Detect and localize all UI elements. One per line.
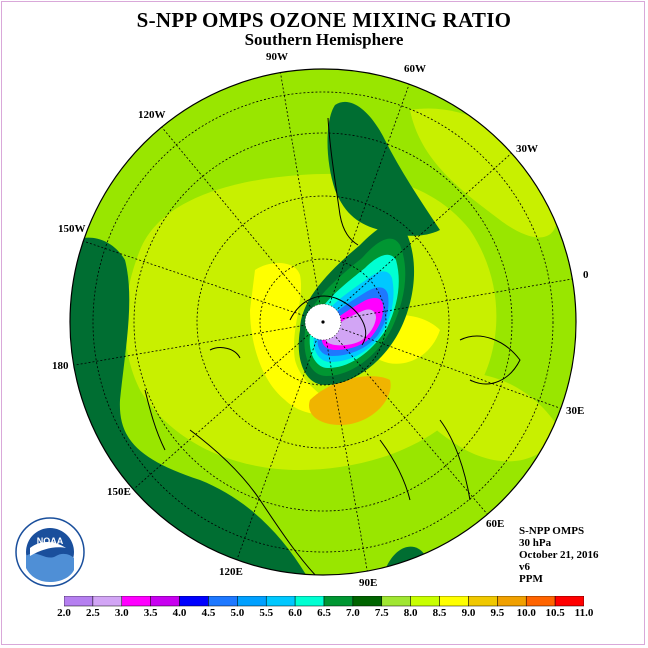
lon-0-label: 0 xyxy=(583,269,589,281)
colorbar-tick-label: 11.0 xyxy=(574,607,594,619)
lon-120e-label: 120E xyxy=(219,566,243,578)
noaa-logo xyxy=(15,517,85,587)
lon-60e-label: 60E xyxy=(486,518,505,530)
colorbar-tick-label: 4.5 xyxy=(201,607,216,619)
colorbar-swatch xyxy=(92,596,123,607)
graticule xyxy=(74,69,576,575)
map-title: S-NPP OMPS OZONE MIXING RATIO xyxy=(136,8,512,32)
colorbar-tick-label: 5.5 xyxy=(259,607,274,619)
map-subtitle: Southern Hemisphere xyxy=(244,30,404,49)
ozone-field xyxy=(70,69,576,575)
colorbar xyxy=(64,596,584,607)
lon-30w-label: 30W xyxy=(516,143,538,155)
colorbar-swatch xyxy=(525,596,556,607)
colorbar-tick-label: 7.0 xyxy=(346,607,360,619)
colorbar-swatch xyxy=(237,596,267,607)
info-instrument: S-NPP OMPS xyxy=(519,525,585,537)
colorbar-tick-label: 9.0 xyxy=(461,607,476,619)
field-north-ridge xyxy=(327,101,440,236)
colorbar-tick-label: 5.0 xyxy=(230,607,245,619)
lon-150w-label: 150W xyxy=(58,223,86,235)
lon-30e-label: 30E xyxy=(566,405,585,417)
colorbar-tick-label: 6.0 xyxy=(288,607,302,619)
field-patch-ne xyxy=(410,108,558,238)
coastlines xyxy=(144,117,521,575)
colorbar-tick-label: 2.5 xyxy=(86,607,100,619)
colorbar-tick-label: 4.0 xyxy=(172,607,187,619)
colorbar-swatch xyxy=(554,596,584,607)
field-orange-blob xyxy=(309,376,391,425)
info-block: S-NPP OMPS 30 hPa October 21, 2016 v6 PP… xyxy=(519,525,599,585)
colorbar-swatch xyxy=(352,596,383,607)
colorbar-swatch xyxy=(381,596,411,607)
colorbar-swatch xyxy=(410,596,440,607)
lon-150e-label: 150E xyxy=(107,486,131,498)
colorbar-tick-label: 9.5 xyxy=(490,607,505,619)
info-units: PPM xyxy=(519,573,543,585)
lon-180-label: 180 xyxy=(52,360,69,372)
field-hole-core xyxy=(325,309,376,346)
colorbar-swatch xyxy=(121,596,151,607)
colorbar-swatch xyxy=(294,596,325,607)
info-date: October 21, 2016 xyxy=(519,549,599,561)
colorbar-swatch xyxy=(179,596,209,607)
info-level: 30 hPa xyxy=(519,537,552,549)
colorbar-swatch xyxy=(208,596,238,607)
colorbar-swatch xyxy=(439,596,469,607)
colorbar-swatch xyxy=(64,596,94,607)
colorbar-tick-label: 10.0 xyxy=(516,607,536,619)
noaa-logo-label: NOAA xyxy=(36,536,64,546)
colorbar-tick-label: 10.5 xyxy=(545,607,565,619)
field-yellow-west xyxy=(250,263,335,415)
colorbar-tick-label: 6.5 xyxy=(317,607,331,619)
lon-90w-label: 90W xyxy=(266,51,288,63)
colorbar-swatch xyxy=(323,596,354,607)
info-version: v6 xyxy=(519,561,530,573)
colorbar-tick-label: 8.5 xyxy=(432,607,447,619)
colorbar-tick-label: 3.5 xyxy=(143,607,158,619)
colorbar-tick-label: 7.5 xyxy=(374,607,389,619)
colorbar-swatch xyxy=(150,596,180,607)
lon-90e-label: 90E xyxy=(359,577,378,589)
colorbar-tick-label: 2.0 xyxy=(57,607,71,619)
lon-60w-label: 60W xyxy=(404,63,426,75)
colorbar-swatch xyxy=(468,596,498,607)
colorbar-tick-label: 8.0 xyxy=(403,607,418,619)
map-border xyxy=(69,68,577,576)
colorbar-tick-label: 3.0 xyxy=(114,607,129,619)
south-pole-marker xyxy=(321,320,325,324)
lon-120w-label: 120W xyxy=(138,109,166,121)
colorbar-swatch xyxy=(265,596,296,607)
colorbar-swatch xyxy=(497,596,527,607)
